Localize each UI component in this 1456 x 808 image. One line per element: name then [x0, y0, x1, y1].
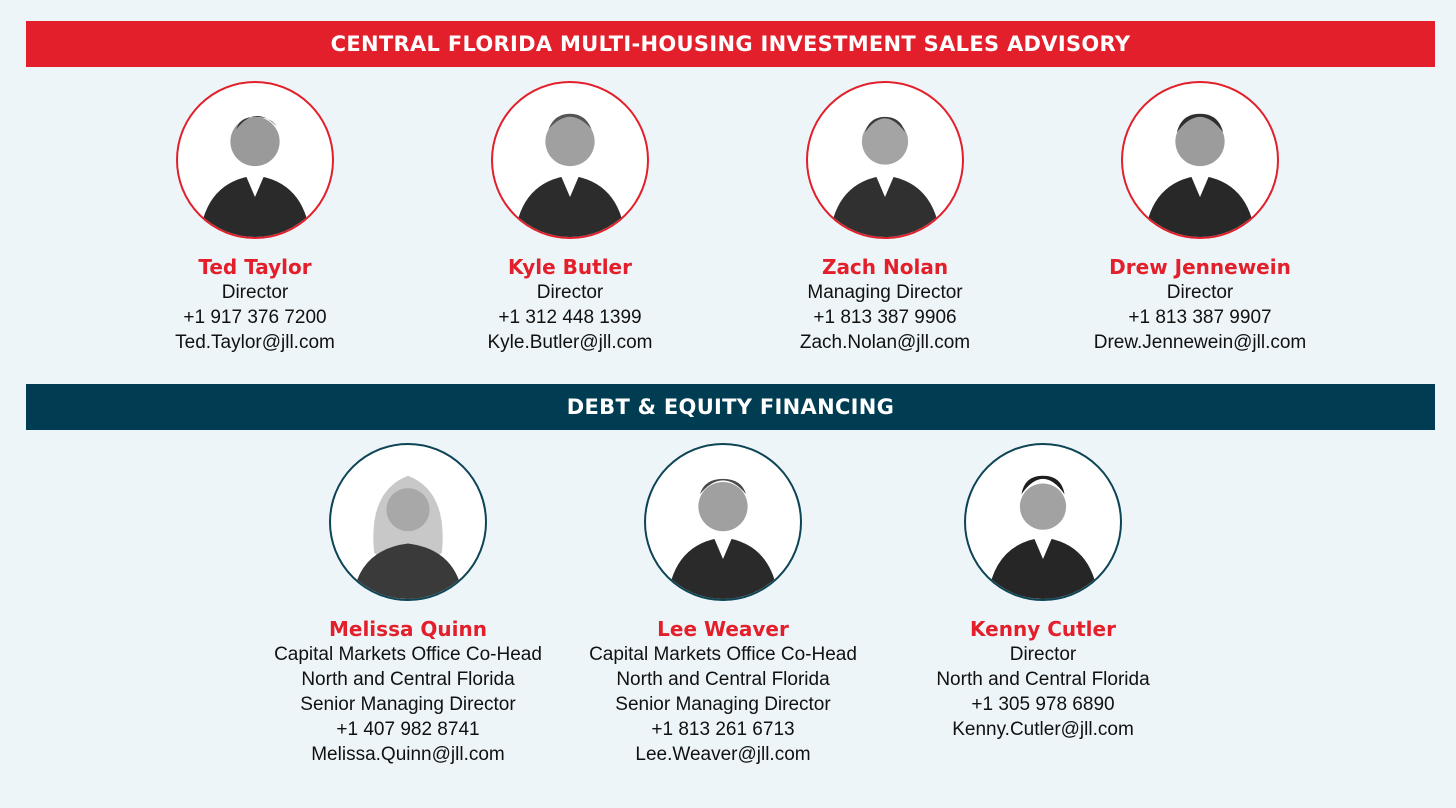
portrait-photo [1121, 81, 1279, 239]
person-photo-icon [829, 116, 941, 237]
member-phone: +1 813 387 9906 [813, 307, 957, 328]
member-phone: +1 813 387 9907 [1128, 307, 1272, 328]
person-photo-icon [352, 475, 464, 599]
member-title: Director [221, 282, 289, 303]
financing-section-banner: DEBT & EQUITY FINANCING [26, 384, 1435, 430]
member-phone: +1 407 982 8741 [336, 719, 480, 740]
member-email[interactable]: Kenny.Cutler@jll.com [952, 719, 1134, 740]
member-name: Zach Nolan [821, 255, 949, 279]
member-phone: +1 813 261 6713 [651, 719, 795, 740]
member-title: Director [536, 282, 604, 303]
member-role: Capital Markets Office Co-Head [274, 644, 542, 665]
team-member-melissa-quinn: Melissa Quinn Capital Markets Office Co-… [258, 443, 558, 767]
person-photo-icon [667, 478, 779, 599]
sales-section-title: CENTRAL FLORIDA MULTI-HOUSING INVESTMENT… [330, 32, 1131, 56]
member-name: Kyle Butler [508, 255, 632, 279]
member-title: Senior Managing Director [615, 694, 831, 715]
member-email[interactable]: Zach.Nolan@jll.com [799, 332, 971, 353]
team-member-lee-weaver: Lee Weaver Capital Markets Office Co-Hea… [573, 443, 873, 767]
portrait-photo [806, 81, 964, 239]
team-member-drew-jennewein: Drew Jennewein Director +1 813 387 9907 … [1050, 81, 1350, 355]
member-name: Melissa Quinn [328, 617, 488, 641]
member-phone: +1 312 448 1399 [498, 307, 642, 328]
member-name: Ted Taylor [198, 255, 312, 279]
member-phone: +1 305 978 6890 [971, 694, 1115, 715]
team-member-ted-taylor: Ted Taylor Director +1 917 376 7200 Ted.… [105, 81, 405, 355]
member-name: Kenny Cutler [970, 617, 1116, 641]
portrait-photo [491, 81, 649, 239]
member-region: North and Central Florida [936, 669, 1150, 690]
member-name: Lee Weaver [657, 617, 789, 641]
person-photo-icon [987, 475, 1099, 599]
portrait-photo [329, 443, 487, 601]
member-title: Director [1166, 282, 1234, 303]
member-title: Managing Director [807, 282, 963, 303]
financing-section-title: DEBT & EQUITY FINANCING [566, 395, 895, 419]
portrait-photo [644, 443, 802, 601]
member-phone: +1 917 376 7200 [183, 307, 327, 328]
member-email[interactable]: Lee.Weaver@jll.com [635, 744, 811, 765]
person-photo-icon [199, 116, 311, 237]
member-title: Director [1009, 644, 1077, 665]
portrait-photo [176, 81, 334, 239]
person-photo-icon [514, 113, 626, 237]
member-region: North and Central Florida [616, 669, 830, 690]
member-email[interactable]: Drew.Jennewein@jll.com [1093, 332, 1307, 353]
member-email[interactable]: Melissa.Quinn@jll.com [311, 744, 505, 765]
member-email[interactable]: Ted.Taylor@jll.com [175, 332, 335, 353]
team-member-kenny-cutler: Kenny Cutler Director North and Central … [893, 443, 1193, 742]
member-role: Capital Markets Office Co-Head [589, 644, 857, 665]
member-title: Senior Managing Director [300, 694, 516, 715]
portrait-photo [964, 443, 1122, 601]
member-name: Drew Jennewein [1109, 255, 1291, 279]
sales-section-banner: CENTRAL FLORIDA MULTI-HOUSING INVESTMENT… [26, 21, 1435, 67]
team-member-kyle-butler: Kyle Butler Director +1 312 448 1399 Kyl… [420, 81, 720, 355]
member-email[interactable]: Kyle.Butler@jll.com [487, 332, 653, 353]
person-photo-icon [1144, 113, 1256, 237]
team-member-zach-nolan: Zach Nolan Managing Director +1 813 387 … [735, 81, 1035, 355]
member-region: North and Central Florida [301, 669, 515, 690]
